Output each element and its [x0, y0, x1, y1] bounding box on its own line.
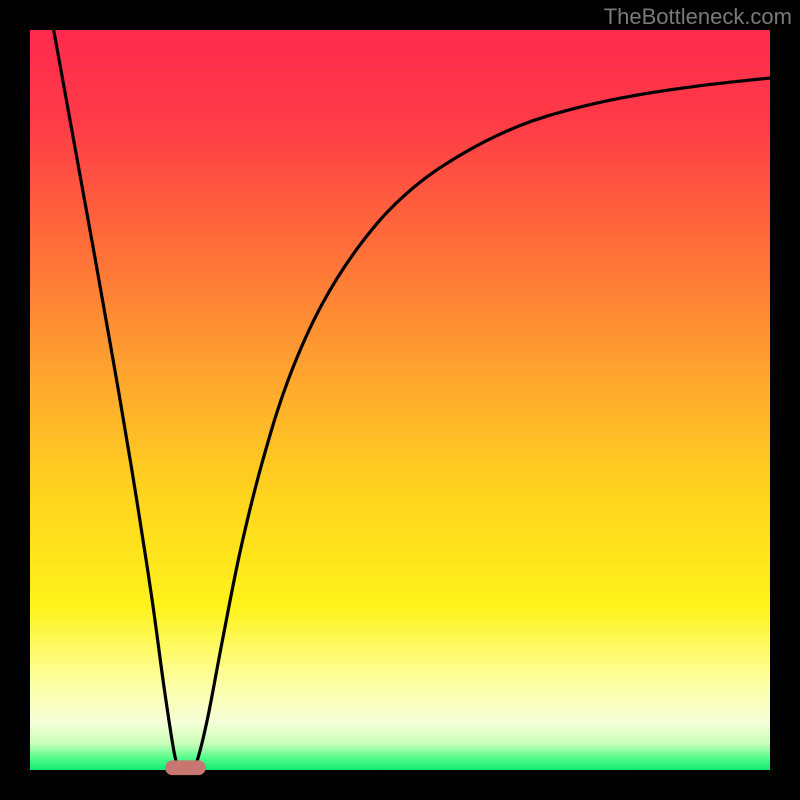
chart-svg: [0, 0, 800, 800]
plot-gradient-background: [30, 30, 770, 770]
minimum-marker: [165, 760, 206, 775]
chart-container: TheBottleneck.com: [0, 0, 800, 800]
watermark-text: TheBottleneck.com: [604, 4, 792, 30]
